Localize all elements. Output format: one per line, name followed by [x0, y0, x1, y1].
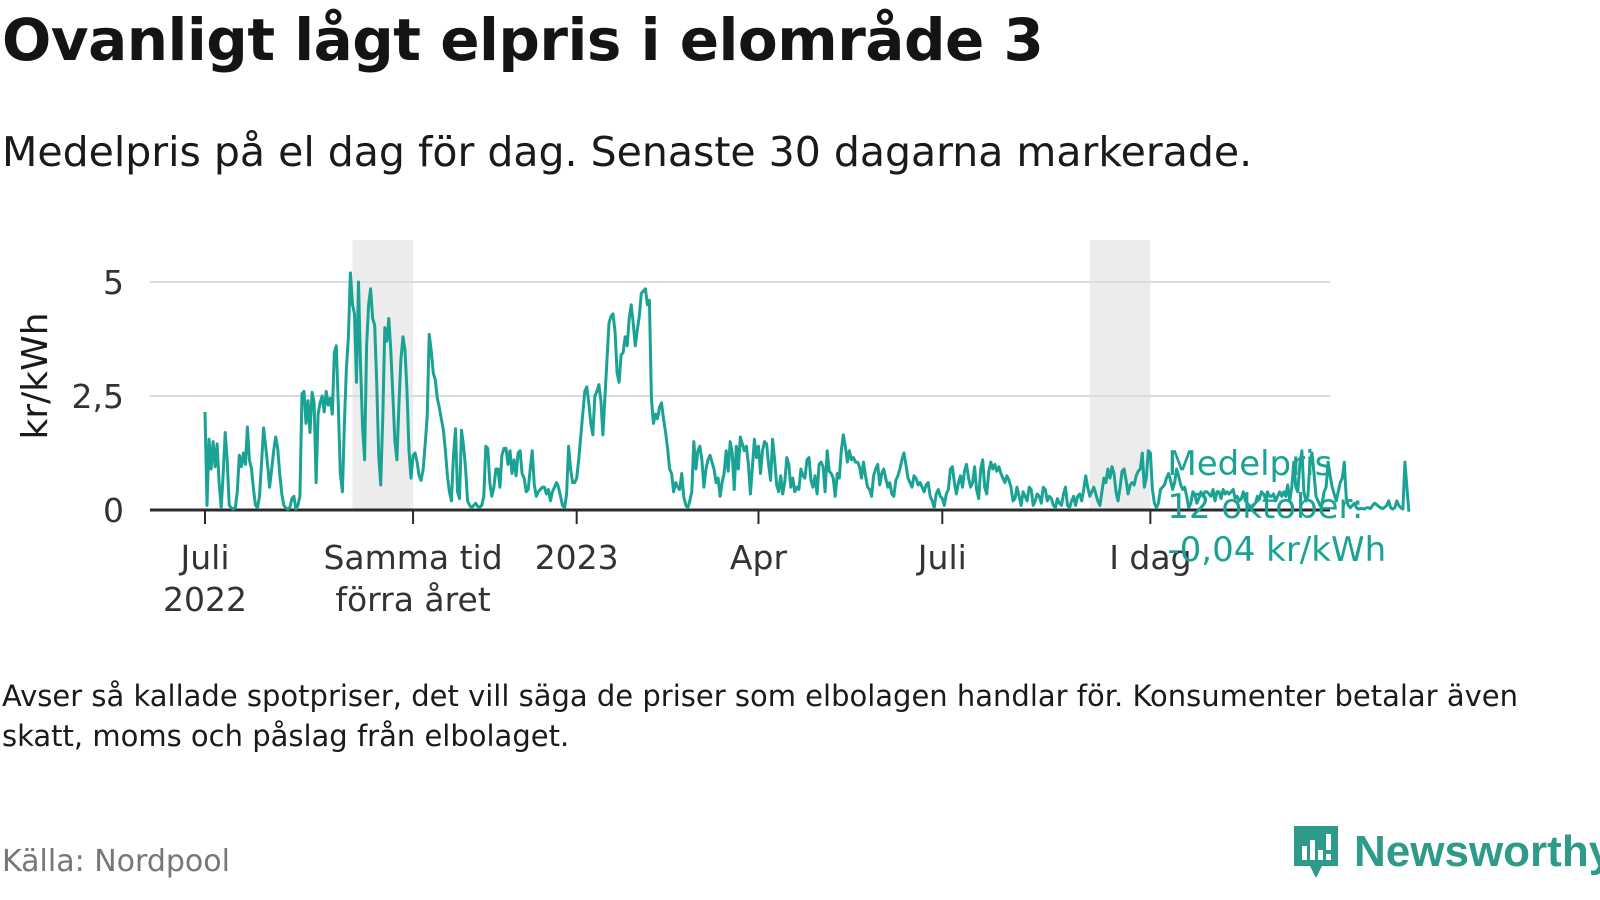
newsworthy-logo: Newsworthy [1290, 822, 1600, 882]
x-tick-label: Apr [730, 538, 788, 577]
annotation-line: 12 oktober: [1167, 487, 1363, 527]
annotation-line: -0,04 kr/kWh [1167, 530, 1386, 570]
x-tick-label: 2022 [163, 580, 247, 619]
y-axis-label: kr/kWh [15, 312, 56, 439]
x-tick-label: I dag [1109, 538, 1191, 577]
chart-subtitle: Medelpris på el dag för dag. Senaste 30 … [2, 128, 1253, 176]
x-tick-label: förra året [335, 580, 490, 619]
source-credit: Källa: Nordpool [2, 844, 230, 879]
newsworthy-wordmark: Newsworthy [1354, 827, 1600, 876]
chart-title: Ovanligt lågt elpris i elområde 3 [2, 6, 1044, 74]
y-tick-label: 0 [103, 491, 124, 530]
x-tick-label: Juli [179, 538, 230, 577]
y-tick-label: 2,5 [72, 377, 124, 416]
price-series-line [203, 271, 1411, 512]
x-tick-label: Juli [916, 538, 967, 577]
x-tick-label: Samma tid [323, 538, 502, 577]
highlight-periods [352, 240, 1151, 510]
footnote: Avser så kallade spotpriser, det vill sä… [2, 679, 1518, 753]
newsworthy-logo-icon [1294, 826, 1338, 878]
y-tick-label: 5 [103, 263, 124, 302]
x-tick-label: 2023 [535, 538, 619, 577]
y-axis-ticks: 02,55 [72, 263, 124, 530]
annotation-line: Medelpris [1167, 444, 1332, 484]
gridlines [150, 281, 1330, 397]
